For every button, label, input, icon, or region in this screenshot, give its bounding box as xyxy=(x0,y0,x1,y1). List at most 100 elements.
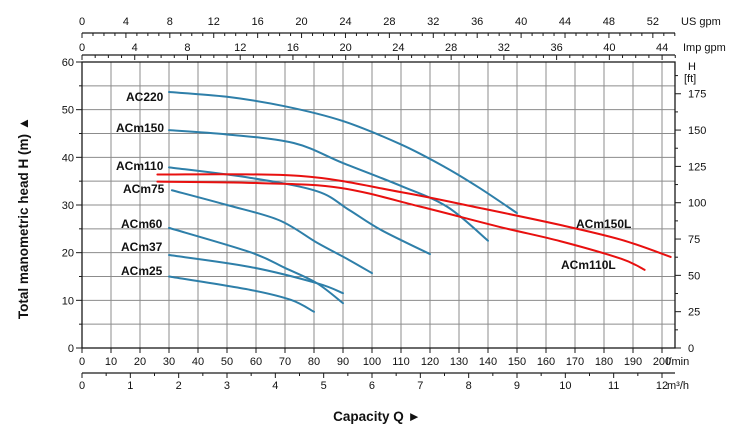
lmin-tick-label: 0 xyxy=(79,356,85,368)
lmin-tick-label: 170 xyxy=(566,356,584,368)
us-gpm-tick-label: 20 xyxy=(295,16,307,28)
imp-gpm-tick-label: 32 xyxy=(498,42,510,54)
curve-label-ACm150: ACm150 xyxy=(116,121,164,135)
us-gpm-tick-label: 12 xyxy=(208,16,220,28)
imp-gpm-tick-label: 44 xyxy=(656,42,668,54)
m3h-tick-label: 9 xyxy=(514,380,520,392)
m3h-tick-label: 10 xyxy=(559,380,571,392)
head-ft-tick-label: 50 xyxy=(688,270,700,282)
head-m-tick-label: 20 xyxy=(62,248,74,260)
head-m-tick-label: 50 xyxy=(62,105,74,117)
us-gpm-tick-label: 52 xyxy=(647,16,659,28)
curve-ACm150 xyxy=(168,129,489,242)
curve-ACm150L xyxy=(156,173,672,258)
lmin-tick-label: 120 xyxy=(421,356,439,368)
curve-label-ACm110: ACm110 xyxy=(116,159,164,173)
imp-gpm-tick-label: 12 xyxy=(234,42,246,54)
m3h-tick-label: 8 xyxy=(466,380,472,392)
curve-label-ACm110L: ACm110L xyxy=(561,258,616,272)
us-gpm-tick-label: 44 xyxy=(559,16,571,28)
curve-ACm110L xyxy=(156,180,646,271)
m3h-tick-label: 3 xyxy=(224,380,230,392)
m3h-tick-label: 0 xyxy=(79,380,85,392)
head-m-tick-label: 0 xyxy=(68,343,74,355)
m3h-tick-label: 4 xyxy=(272,380,278,392)
curve-ACm75 xyxy=(170,189,373,275)
head-ft-tick-label: 75 xyxy=(688,234,700,246)
head-m-tick-label: 60 xyxy=(62,57,74,69)
lmin-tick-label: 60 xyxy=(250,356,262,368)
us-gpm-tick-label: 48 xyxy=(603,16,615,28)
head-m-tick-label: 10 xyxy=(62,295,74,307)
lmin-tick-label: 150 xyxy=(508,356,526,368)
lmin-tick-label: 100 xyxy=(363,356,381,368)
curve-ACm37 xyxy=(168,254,344,295)
imp-gpm-tick-label: 8 xyxy=(184,42,190,54)
curve-label-ACm75: ACm75 xyxy=(123,182,165,196)
lmin-tick-label: 200 xyxy=(653,356,671,368)
imp-gpm-tick-label: 0 xyxy=(79,42,85,54)
m3h-tick-label: 12 xyxy=(656,380,668,392)
lmin-tick-label: 90 xyxy=(337,356,349,368)
lmin-tick-label: 160 xyxy=(537,356,555,368)
us-gpm-tick-label: 24 xyxy=(339,16,351,28)
imp-gpm-tick-label: 40 xyxy=(603,42,615,54)
m3h-tick-label: 7 xyxy=(417,380,423,392)
head-ft-header-h: H xyxy=(688,61,696,73)
m3h-tick-label: 2 xyxy=(176,380,182,392)
lmin-tick-label: 50 xyxy=(221,356,233,368)
m3h-unit-label: m³/h xyxy=(667,380,689,392)
lmin-tick-label: 70 xyxy=(279,356,291,368)
curve-ACm25 xyxy=(168,275,315,313)
curve-AC220 xyxy=(168,91,518,215)
x-axis-title: Capacity Q ► xyxy=(333,409,421,424)
us-gpm-tick-label: 36 xyxy=(471,16,483,28)
lmin-tick-label: 190 xyxy=(624,356,642,368)
us-gpm-tick-label: 4 xyxy=(123,16,129,28)
curve-ACm60 xyxy=(168,226,344,305)
imp-gpm-tick-label: 24 xyxy=(392,42,404,54)
us-gpm-tick-label: 0 xyxy=(79,16,85,28)
head-ft-tick-label: 0 xyxy=(688,343,694,355)
curve-label-ACm60: ACm60 xyxy=(121,217,163,231)
head-ft-header-unit: [ft] xyxy=(684,73,696,85)
head-ft-tick-label: 175 xyxy=(688,89,706,101)
lmin-tick-label: 40 xyxy=(192,356,204,368)
lmin-tick-label: 10 xyxy=(105,356,117,368)
us-gpm-unit-label: US gpm xyxy=(681,16,721,28)
lmin-tick-label: 30 xyxy=(163,356,175,368)
imp-gpm-tick-label: 20 xyxy=(340,42,352,54)
us-gpm-tick-label: 8 xyxy=(167,16,173,28)
lmin-tick-label: 80 xyxy=(308,356,320,368)
m3h-tick-label: 5 xyxy=(321,380,327,392)
curve-label-AC220: AC220 xyxy=(126,90,164,104)
lmin-tick-label: 130 xyxy=(450,356,468,368)
lmin-tick-label: 110 xyxy=(392,356,410,368)
lmin-tick-label: 140 xyxy=(479,356,497,368)
us-gpm-tick-label: 28 xyxy=(383,16,395,28)
curve-label-ACm37: ACm37 xyxy=(121,240,163,254)
head-m-tick-label: 30 xyxy=(62,200,74,212)
lmin-tick-label: 180 xyxy=(595,356,613,368)
imp-gpm-tick-label: 36 xyxy=(550,42,562,54)
us-gpm-tick-label: 16 xyxy=(252,16,264,28)
head-ft-tick-label: 150 xyxy=(688,125,706,137)
lmin-unit-label: l/min xyxy=(666,356,689,368)
imp-gpm-tick-label: 4 xyxy=(132,42,138,54)
m3h-tick-label: 6 xyxy=(369,380,375,392)
m3h-tick-label: 1 xyxy=(127,380,133,392)
imp-gpm-tick-label: 16 xyxy=(287,42,299,54)
head-m-tick-label: 40 xyxy=(62,152,74,164)
us-gpm-tick-label: 40 xyxy=(515,16,527,28)
lmin-tick-label: 20 xyxy=(134,356,146,368)
imp-gpm-tick-label: 28 xyxy=(445,42,457,54)
curve-label-ACm25: ACm25 xyxy=(121,264,163,278)
curve-ACm110 xyxy=(168,166,431,256)
head-ft-tick-label: 100 xyxy=(688,198,706,210)
imp-gpm-unit-label: Imp gpm xyxy=(683,42,726,54)
curve-label-ACm150L: ACm150L xyxy=(576,217,631,231)
m3h-tick-label: 11 xyxy=(608,380,619,392)
head-ft-tick-label: 125 xyxy=(688,161,706,173)
